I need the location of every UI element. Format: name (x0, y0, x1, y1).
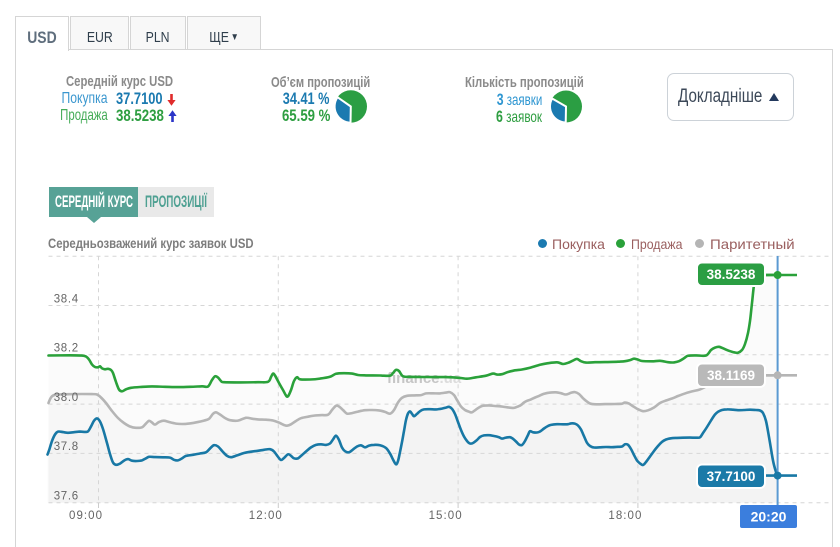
svg-text:12:00: 12:00 (249, 510, 282, 522)
svg-text:09:00: 09:00 (69, 510, 102, 522)
svg-text:37.7100: 37.7100 (707, 469, 756, 484)
svg-text:38.0: 38.0 (54, 392, 79, 404)
svg-text:38.2: 38.2 (54, 343, 79, 355)
svg-text:38.1169: 38.1169 (707, 368, 755, 383)
svg-text:15:00: 15:00 (429, 510, 462, 522)
svg-text:38.5238: 38.5238 (707, 267, 756, 282)
svg-text:37.8: 37.8 (54, 441, 79, 453)
svg-text:37.6: 37.6 (54, 491, 79, 503)
svg-text:38.4: 38.4 (54, 293, 79, 305)
svg-text:18:00: 18:00 (608, 510, 641, 522)
svg-text:20:20: 20:20 (751, 509, 787, 525)
